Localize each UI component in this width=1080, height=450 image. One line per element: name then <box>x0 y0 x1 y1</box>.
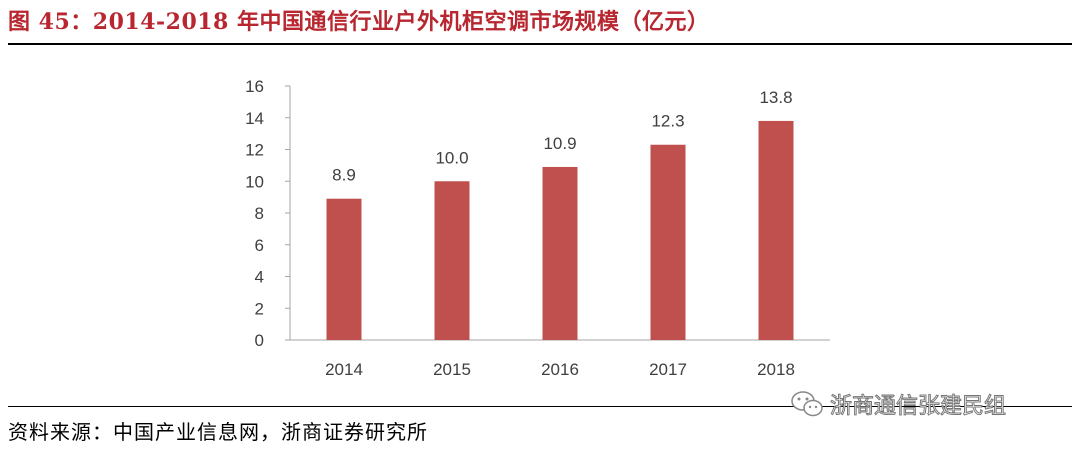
data-label: 13.8 <box>759 88 792 107</box>
x-tick-label: 2015 <box>433 360 471 379</box>
y-tick-label: 4 <box>255 268 264 287</box>
y-tick-label: 2 <box>255 299 264 318</box>
y-tick-label: 8 <box>255 204 264 223</box>
figure-title: 图 45：2014-2018 年中国通信行业户外机柜空调市场规模（亿元） <box>8 9 710 35</box>
bar <box>326 198 362 340</box>
bar <box>758 120 794 340</box>
y-tick-label: 12 <box>245 141 264 160</box>
data-label: 12.3 <box>651 112 684 131</box>
source-divider <box>8 406 1072 407</box>
data-label: 8.9 <box>332 166 356 185</box>
wechat-icon <box>791 391 823 417</box>
watermark: 浙商通信张建民组 <box>790 388 1007 420</box>
x-tick-label: 2018 <box>757 360 795 379</box>
x-tick-label: 2016 <box>541 360 579 379</box>
y-tick-label: 16 <box>245 77 264 96</box>
source-note: 资料来源：中国产业信息网，浙商证券研究所 <box>8 420 428 444</box>
bar <box>650 144 686 340</box>
data-label: 10.9 <box>543 134 576 153</box>
x-tick-label: 2014 <box>325 360 363 379</box>
bar <box>542 166 578 340</box>
data-label: 10.0 <box>435 148 468 167</box>
y-tick-label: 0 <box>255 331 264 350</box>
title-underline <box>8 43 1072 45</box>
y-tick-label: 10 <box>245 172 264 191</box>
x-tick-label: 2017 <box>649 360 687 379</box>
watermark-text: 浙商通信张建民组 <box>829 394 1007 420</box>
y-tick-label: 14 <box>245 109 264 128</box>
y-tick-label: 6 <box>255 236 264 255</box>
bar <box>434 181 470 340</box>
